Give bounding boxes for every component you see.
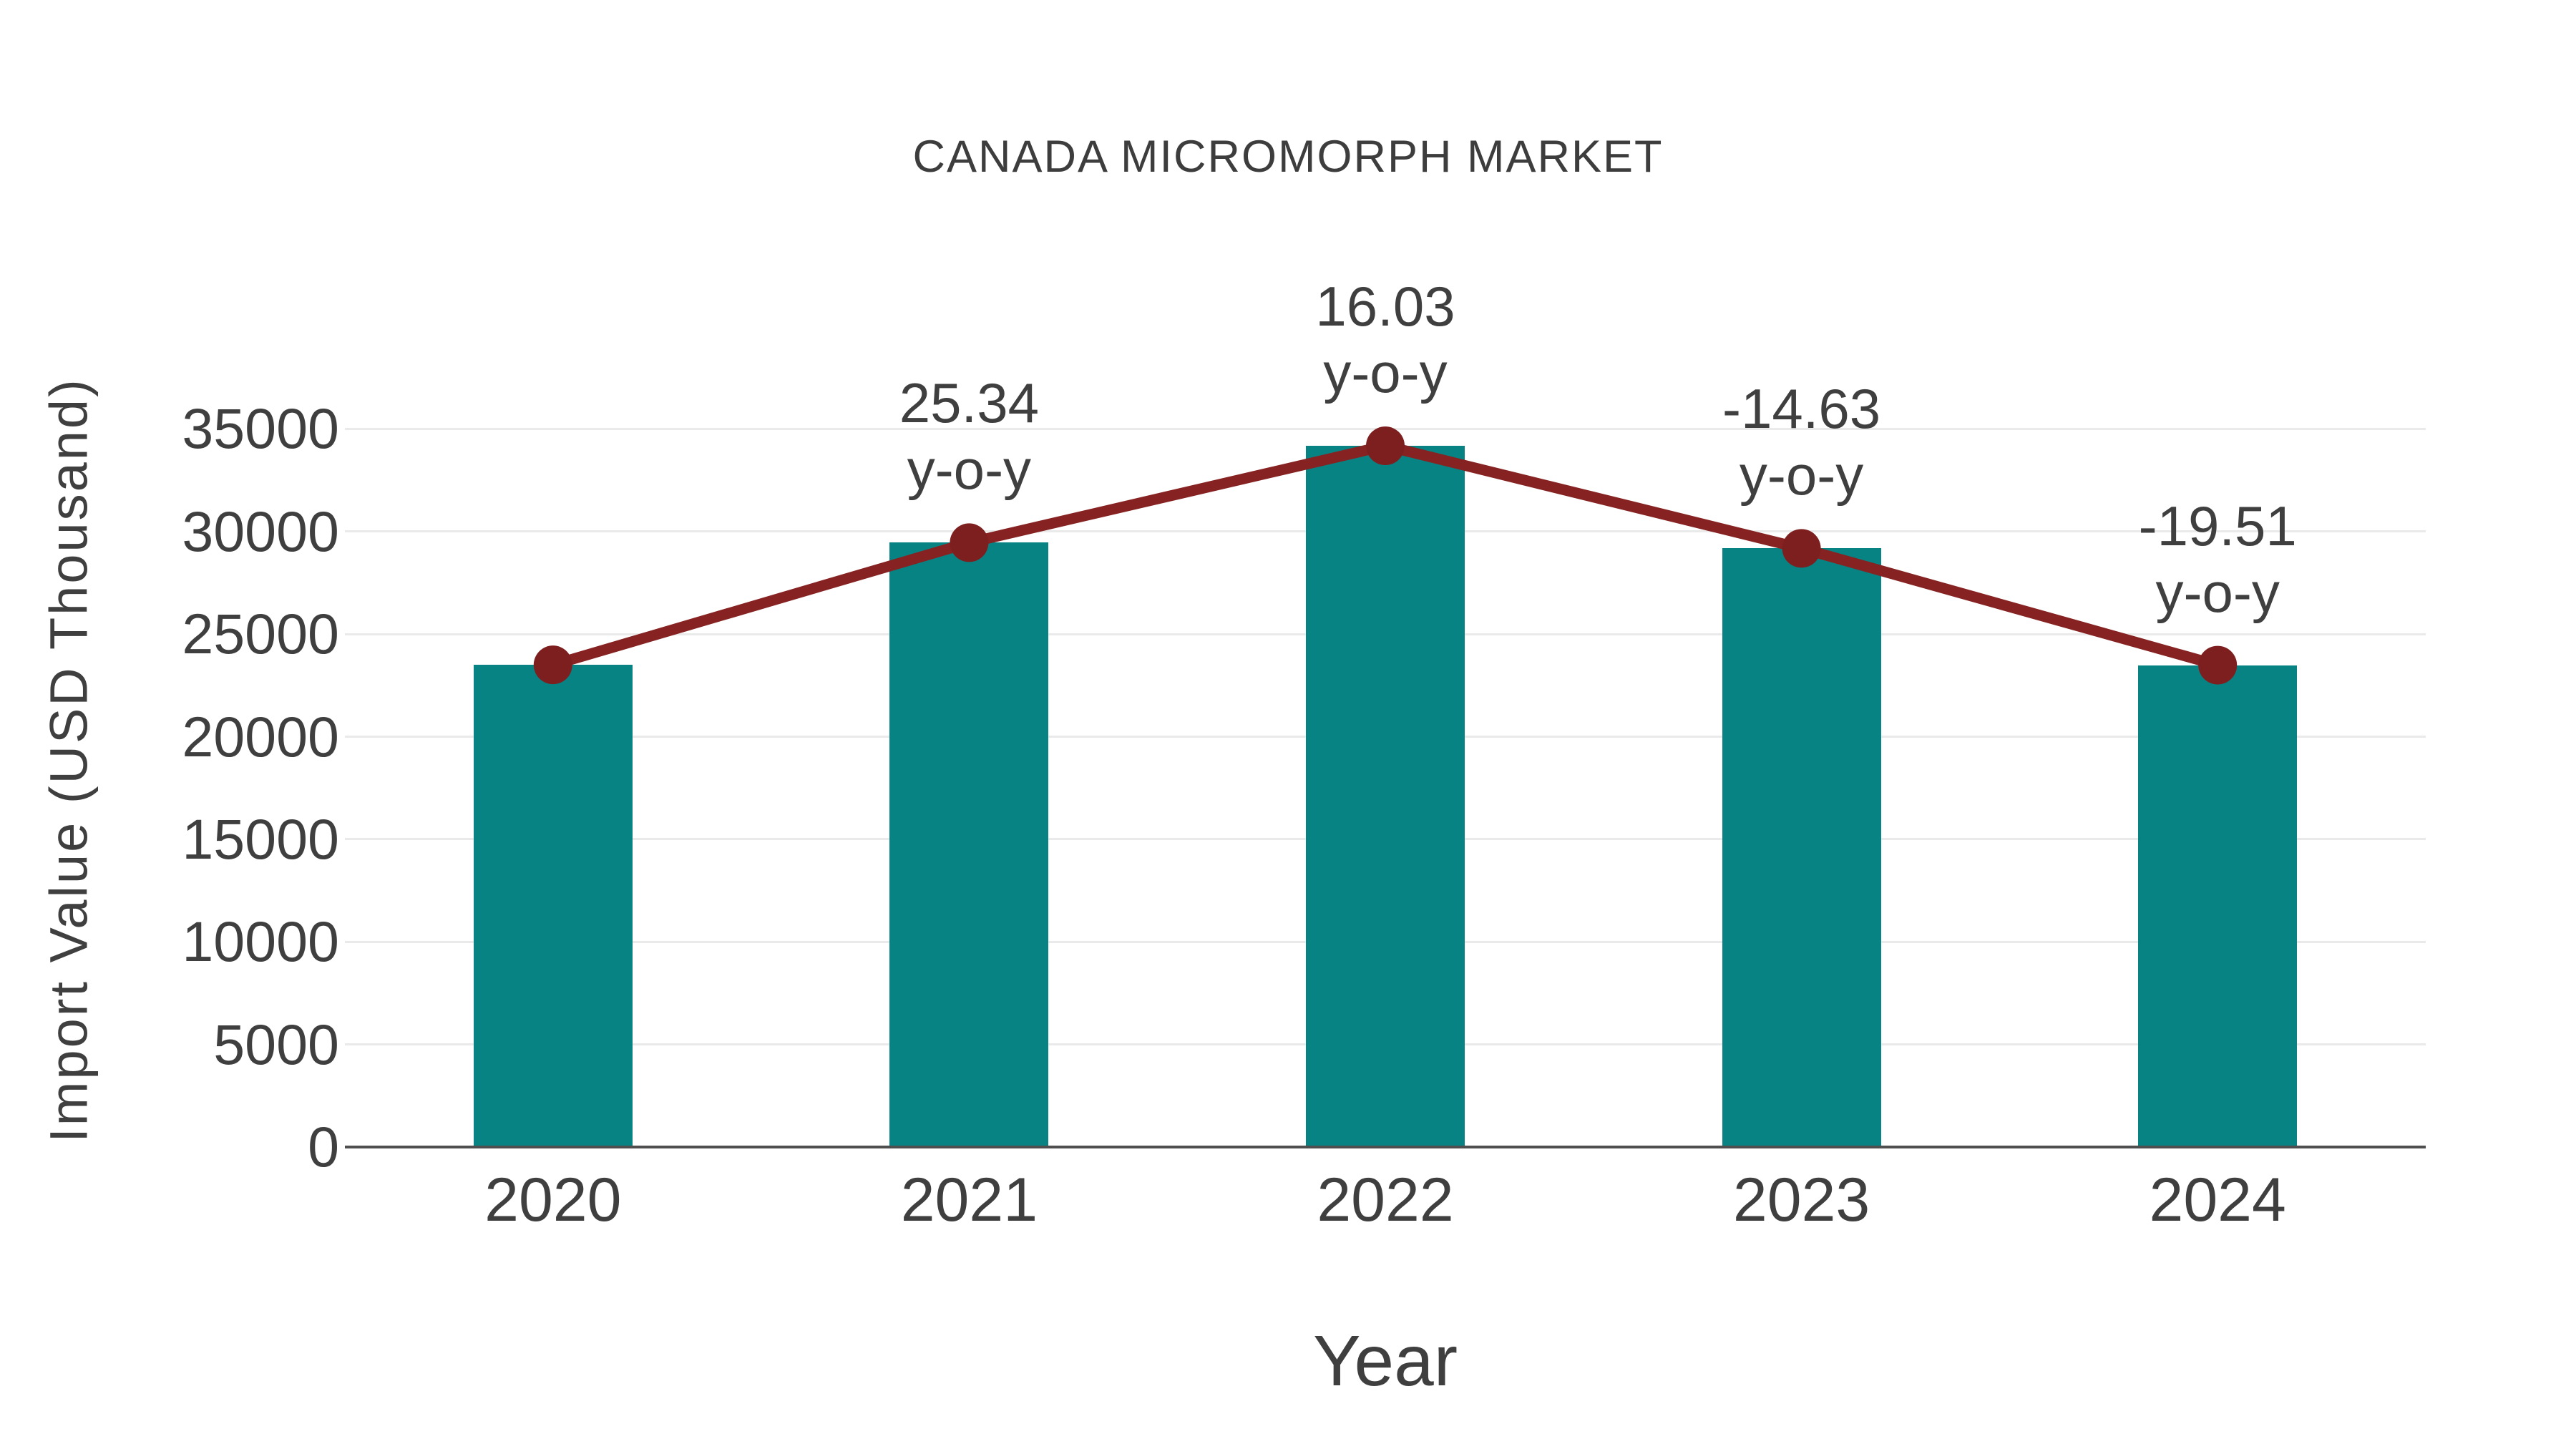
plot-area: 25.34 y-o-y 16.03 y-o-y -14.63 y-o-y -19.51 y-o… — [345, 275, 2426, 1148]
x-tick-label-2020: 2020 — [484, 1166, 622, 1234]
yoy-annotation-2023: -14.63 y-o-y — [1722, 376, 1880, 509]
y-tick-label-30000: 30000 — [182, 499, 339, 563]
y-axis-tick-labels: 0 5000 10000 15000 20000 25000 30000 35000 — [0, 0, 339, 1449]
x-tick-label-2022: 2022 — [1317, 1166, 1454, 1234]
y-tick-label-25000: 25000 — [182, 602, 339, 666]
trend-line-layer — [533, 426, 2238, 685]
yoy-sub-label: y-o-y — [907, 438, 1032, 502]
yoy-annotation-2021: 25.34 y-o-y — [899, 370, 1039, 503]
yoy-value-label: -19.51 — [2138, 494, 2297, 557]
yoy-sub-label: y-o-y — [2155, 560, 2280, 624]
yoy-value-label: -14.63 — [1722, 377, 1881, 441]
x-tick-label-2023: 2023 — [1732, 1166, 1870, 1234]
trend-line — [551, 440, 2220, 670]
yoy-sub-label: y-o-y — [1323, 341, 1448, 405]
y-tick-label-35000: 35000 — [182, 396, 339, 461]
data-point-marker-2020 — [533, 645, 572, 685]
bar-2024 — [2138, 665, 2298, 1147]
yoy-value-label: 25.34 — [899, 371, 1039, 435]
x-tick-label-2021: 2021 — [900, 1166, 1038, 1234]
x-axis-title: Year — [1312, 1321, 1458, 1401]
data-point-marker-2024 — [2198, 645, 2238, 685]
data-point-marker-2021 — [950, 523, 989, 562]
y-tick-label-15000: 15000 — [182, 806, 339, 871]
yoy-annotation-2022: 16.03 y-o-y — [1315, 273, 1455, 406]
yoy-annotation-2024: -19.51 y-o-y — [2139, 493, 2297, 626]
yoy-sub-label: y-o-y — [1739, 444, 1864, 507]
x-axis-line — [345, 1146, 2426, 1148]
bar-2023 — [1722, 548, 1881, 1147]
y-tick-label-5000: 5000 — [213, 1012, 339, 1076]
data-point-marker-2022 — [1366, 426, 1405, 466]
data-point-marker-2023 — [1782, 529, 1821, 568]
y-tick-label-10000: 10000 — [182, 909, 339, 974]
bar-2022 — [1306, 446, 1465, 1147]
x-tick-label-2024: 2024 — [2149, 1166, 2286, 1234]
chart-title: CANADA MICROMORPH MARKET — [912, 132, 1664, 182]
bar-2020 — [473, 665, 633, 1147]
y-tick-label-0: 0 — [308, 1115, 339, 1179]
bar-2021 — [889, 542, 1049, 1147]
y-tick-label-20000: 20000 — [182, 704, 339, 769]
yoy-value-label: 16.03 — [1315, 275, 1455, 338]
